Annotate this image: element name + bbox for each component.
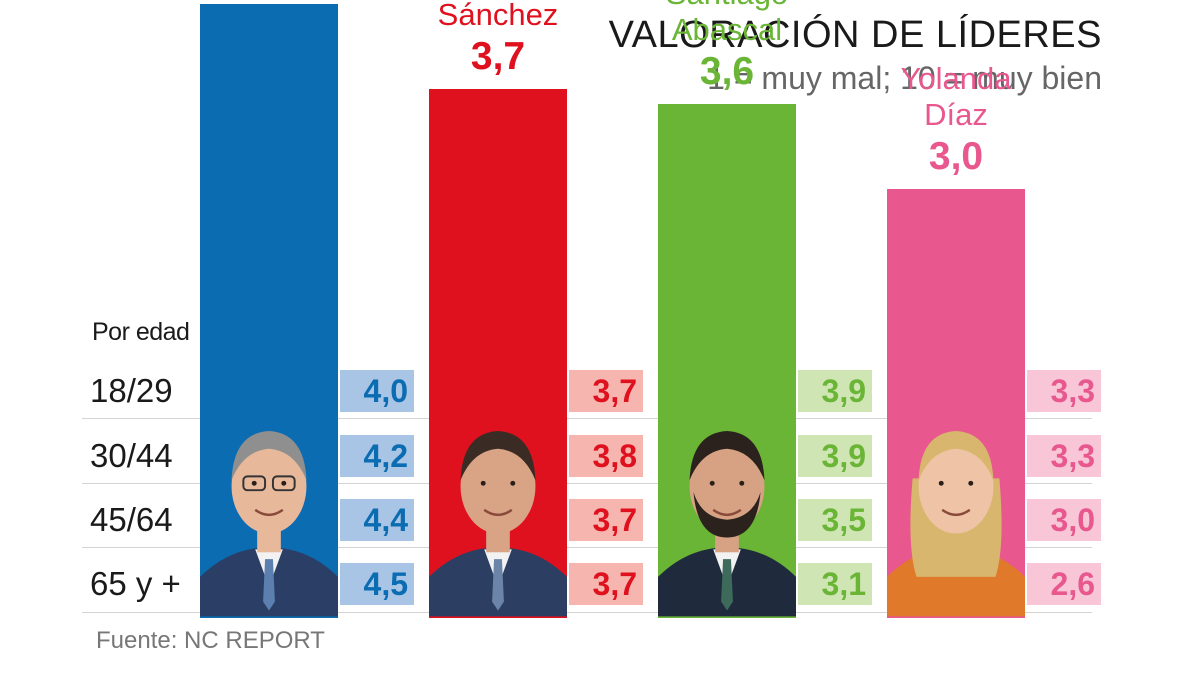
portrait-glasses [271, 475, 296, 492]
age-value-sanchez: 3,7 [569, 499, 643, 541]
age-value-diaz: 3,3 [1027, 435, 1101, 477]
portrait-eye [510, 480, 516, 486]
portrait-head [689, 438, 765, 534]
age-group-label: 45/64 [90, 501, 173, 538]
age-value-feijoo: 4,2 [340, 435, 414, 477]
age-value-feijoo: 4,4 [340, 499, 414, 541]
portrait-eye [480, 480, 486, 486]
portrait-hair [689, 431, 765, 481]
age-value-abascal: 3,1 [798, 563, 872, 605]
leader-name-diaz: Yolanda Díaz [900, 61, 1012, 132]
portrait-mouth [483, 508, 513, 517]
portrait-glasses [242, 475, 267, 492]
age-section-label: Por edad [92, 318, 190, 346]
portrait-eye [281, 480, 287, 486]
portrait-abascal [658, 431, 796, 617]
age-group-label: 18/29 [90, 372, 173, 409]
portrait-mouth [712, 508, 742, 517]
age-value-abascal: 3,9 [798, 435, 872, 477]
portrait-mouth [941, 508, 971, 517]
age-value-abascal: 3,5 [798, 499, 872, 541]
portrait-diaz [887, 431, 1025, 617]
portrait-feijoo [200, 431, 338, 617]
portrait-hair [918, 431, 994, 481]
age-value-feijoo: 4,0 [340, 370, 414, 412]
portrait-tie [263, 559, 275, 611]
row-divider [82, 483, 1092, 484]
age-value-abascal: 3,9 [798, 370, 872, 412]
portrait-eye [739, 480, 745, 486]
portrait-hair [231, 431, 307, 481]
age-value-sanchez: 3,8 [569, 435, 643, 477]
value-label-sanchez: 3,7 [470, 35, 526, 78]
portrait-tie [492, 559, 504, 611]
portrait-tie [721, 559, 733, 611]
portrait-eye [968, 480, 974, 486]
portrait-mouth [254, 508, 284, 517]
portrait-eye [709, 480, 715, 486]
age-value-sanchez: 3,7 [569, 370, 643, 412]
portrait-eye [938, 480, 944, 486]
age-value-diaz: 2,6 [1027, 563, 1101, 605]
chart-title: VALORACIÓN DE LÍDERES [608, 14, 1102, 56]
portrait-head [231, 438, 307, 534]
age-value-feijoo: 4,5 [340, 563, 414, 605]
portrait-beard [693, 492, 761, 538]
age-group-label: 65 y + [90, 565, 181, 602]
value-label-abascal: 3,6 [699, 50, 755, 93]
leader-name-abascal: Santiago Abascal [666, 0, 788, 47]
age-group-label: 30/44 [90, 437, 173, 474]
portrait-head [460, 438, 536, 534]
age-value-sanchez: 3,7 [569, 563, 643, 605]
portrait-head [918, 438, 994, 534]
age-value-diaz: 3,3 [1027, 370, 1101, 412]
portrait-eye [251, 480, 257, 486]
row-divider [82, 547, 1092, 548]
age-value-diaz: 3,0 [1027, 499, 1101, 541]
chart-subtitle: 1 = muy mal; 10 = muy bien [707, 60, 1102, 96]
value-label-diaz: 3,0 [928, 135, 984, 178]
portrait-hair [460, 431, 536, 481]
row-divider [82, 418, 1092, 419]
source-note: Fuente: NC REPORT [96, 627, 325, 654]
leader-name-sanchez: Pedro Sánchez [437, 0, 559, 32]
row-divider [82, 612, 1092, 613]
portrait-sanchez [429, 431, 567, 617]
